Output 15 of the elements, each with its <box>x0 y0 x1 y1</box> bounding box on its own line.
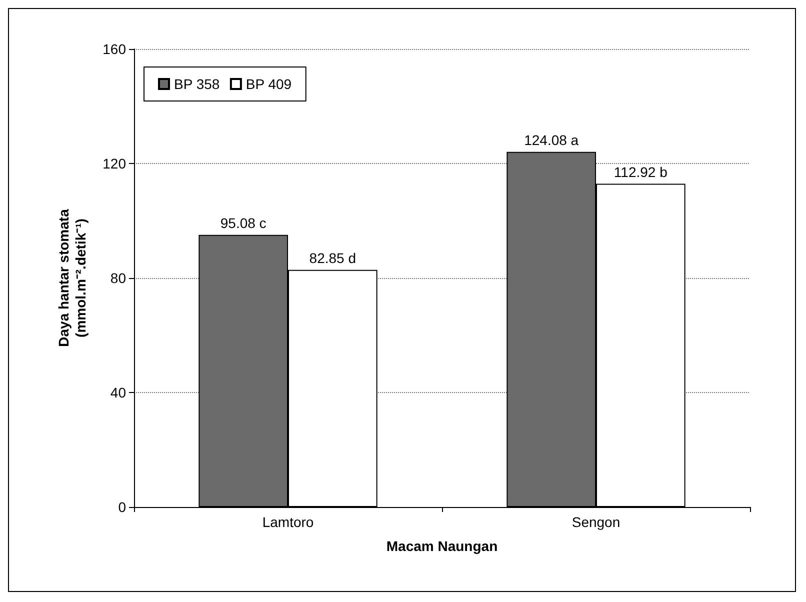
x-axis-title: Macam Naungan <box>386 538 498 554</box>
y-tick-label: 120 <box>102 156 126 172</box>
legend-label: BP 358 <box>174 76 220 92</box>
x-tick-label: Lamtoro <box>262 514 314 530</box>
data-label: 112.92 b <box>614 164 668 180</box>
y-tick-label: 80 <box>110 270 126 286</box>
data-label: 95.08 c <box>220 214 266 231</box>
data-label: 124.08 a <box>524 132 579 148</box>
y-tick-label: 40 <box>110 384 126 400</box>
y-axis-title: Daya hantar stomata (mmol.m⁻².detik⁻¹) <box>56 208 88 347</box>
y-tick-label: 0 <box>118 499 126 515</box>
legend-label: BP 409 <box>246 76 292 92</box>
y-tick-label: 160 <box>102 41 126 57</box>
data-label: 82.85 d <box>309 250 356 266</box>
x-tick-label: Sengon <box>572 514 620 530</box>
